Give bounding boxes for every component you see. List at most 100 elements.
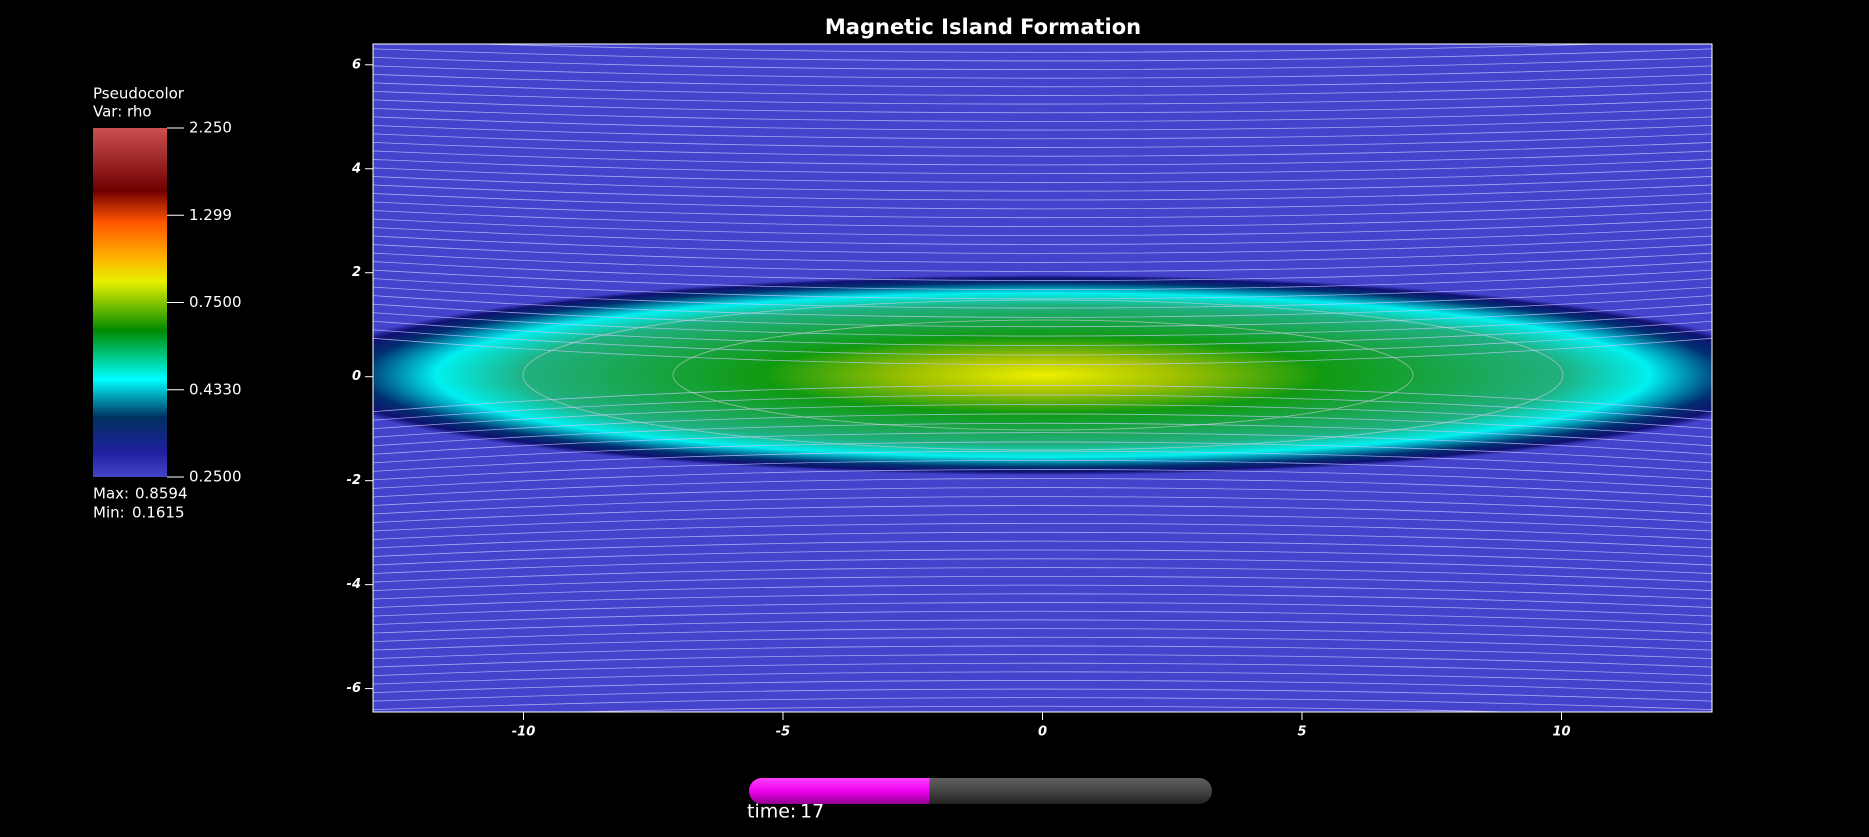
- field-line: [373, 523, 1712, 540]
- field-lines: [373, 44, 1712, 712]
- field-line: [373, 303, 1712, 328]
- field-line: [373, 210, 1712, 227]
- field-line: [373, 65, 1712, 79]
- field-line: [373, 540, 1712, 557]
- min-value: 0.1615: [132, 504, 185, 522]
- field-line: [373, 602, 1712, 617]
- field-line: [373, 193, 1712, 210]
- legend-tick-label: 0.7500: [189, 293, 242, 311]
- field-line: [373, 404, 1712, 430]
- field-line: [373, 235, 1712, 254]
- field-line: [373, 505, 1712, 523]
- field-line: [373, 680, 1712, 694]
- legend-tick-label: 2.250: [189, 119, 232, 137]
- field-line: [373, 201, 1712, 219]
- field-line: [373, 558, 1712, 574]
- slider-progress: [749, 778, 930, 804]
- x-tick-label: 10: [1552, 725, 1570, 740]
- field-line: [373, 514, 1712, 532]
- field-line: [373, 584, 1712, 600]
- field-line: [373, 697, 1712, 711]
- field-line: [373, 227, 1712, 245]
- field-line: [373, 636, 1712, 651]
- field-line: [373, 432, 1712, 455]
- min-label: Min:: [93, 504, 125, 522]
- field-line: [373, 662, 1712, 677]
- field-line: [373, 610, 1712, 626]
- x-tick-label: -10: [512, 725, 536, 740]
- field-line: [373, 286, 1712, 309]
- field-line: [373, 150, 1712, 166]
- x-tick-label: 5: [1297, 725, 1306, 740]
- field-line: [373, 531, 1712, 549]
- y-tick-label: -6: [347, 681, 361, 696]
- time-label: time:: [747, 801, 796, 823]
- field-line: [373, 320, 1712, 346]
- field-line: [373, 184, 1712, 201]
- field-line: [373, 218, 1712, 236]
- field-line: [373, 337, 1712, 366]
- legend-tick-label: 0.4330: [189, 380, 242, 398]
- field-line: [373, 384, 1712, 413]
- field-line: [373, 645, 1712, 660]
- y-tick-label: -2: [347, 473, 361, 488]
- field-line: [373, 142, 1712, 157]
- y-tick-label: 0: [352, 369, 361, 384]
- chart-title: Magnetic Island Formation: [825, 15, 1141, 39]
- density-field: [373, 275, 1712, 475]
- field-line: [373, 478, 1712, 498]
- legend-tick-label: 0.2500: [189, 468, 242, 486]
- field-line: [373, 90, 1712, 105]
- field-line: [373, 278, 1712, 300]
- field-line: [373, 394, 1712, 421]
- field-line: [561, 705, 1524, 712]
- field-line: [373, 176, 1712, 192]
- field-line: [373, 133, 1712, 148]
- field-line: [373, 688, 1712, 702]
- field-line: [373, 593, 1712, 608]
- field-line: [373, 167, 1712, 183]
- field-line: [373, 628, 1712, 643]
- legend-var: Var: rho: [93, 103, 152, 121]
- field-line: [373, 487, 1712, 506]
- y-tick-label: 6: [352, 57, 361, 72]
- field-line: [373, 654, 1712, 668]
- max-value: 0.8594: [135, 485, 188, 503]
- field-line: [373, 107, 1712, 122]
- island-contour: [672, 319, 1414, 431]
- field-line: [373, 441, 1712, 464]
- field-line: [373, 575, 1712, 591]
- field-line: [373, 252, 1712, 272]
- max-label: Max:: [93, 485, 129, 503]
- legend-tick-label: 1.299: [189, 206, 232, 224]
- field-line: [470, 44, 1615, 53]
- field-line: [373, 116, 1712, 131]
- field-line: [373, 413, 1712, 438]
- field-line: [373, 48, 1712, 62]
- color-bar: [93, 128, 167, 477]
- time-value: 17: [800, 801, 824, 823]
- y-tick-label: -4: [347, 577, 361, 592]
- field-line: [373, 312, 1712, 337]
- field-line: [373, 269, 1712, 291]
- field-line: [373, 450, 1712, 472]
- field-line: [373, 261, 1712, 281]
- field-line: [373, 469, 1712, 489]
- y-tick-label: 4: [351, 161, 361, 176]
- field-line: [373, 567, 1712, 583]
- field-line: [373, 82, 1712, 96]
- field-line: [373, 549, 1712, 566]
- x-tick-label: 0: [1038, 725, 1047, 740]
- time-slider: [749, 778, 1212, 804]
- field-line: [373, 124, 1712, 140]
- field-line: [373, 73, 1712, 88]
- y-tick-label: 2: [352, 265, 361, 280]
- field-line: [373, 295, 1712, 318]
- x-tick-label: -5: [776, 725, 790, 740]
- field-line: [373, 671, 1712, 685]
- field-line: [373, 496, 1712, 515]
- plot-area: [373, 44, 1712, 712]
- field-line: [373, 422, 1712, 447]
- field-line: [373, 244, 1712, 263]
